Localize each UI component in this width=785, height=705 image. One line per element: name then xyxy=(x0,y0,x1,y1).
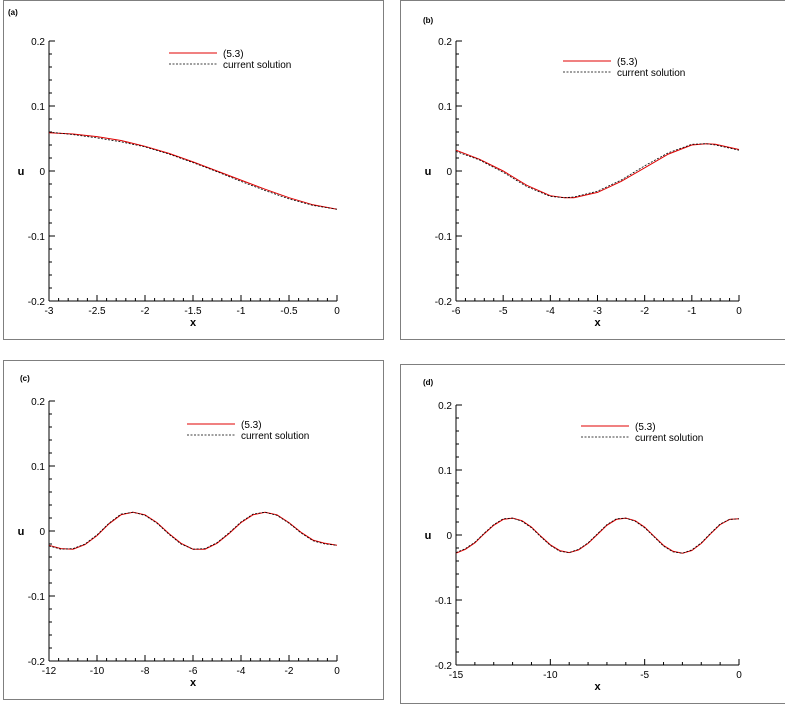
x-axis-title: x xyxy=(594,317,601,329)
series-line-reference xyxy=(48,132,338,210)
panel-label: (b) xyxy=(423,16,434,25)
x-tick-label: 0 xyxy=(736,306,742,317)
legend-label: current solution xyxy=(635,433,703,444)
x-tick-label: -4 xyxy=(237,666,246,677)
x-tick-label: -2 xyxy=(640,306,649,317)
y-tick-label: 0.2 xyxy=(31,397,45,408)
y-tick-label: 0 xyxy=(446,531,452,542)
x-tick-label: -15 xyxy=(449,670,464,681)
x-tick-label: -2 xyxy=(141,306,150,317)
chart-svg: (b) -0.2 -0.1 0 0.1 0.2 -6 -5 -4 -3 -2 -1 0 x u (5.3)cu… xyxy=(423,16,742,329)
y-tick-label: 0.2 xyxy=(31,37,45,48)
y-tick-label: -0.1 xyxy=(28,232,46,243)
legend-label: (5.3) xyxy=(241,420,262,431)
x-tick-label: -6 xyxy=(452,306,461,317)
y-tick-label: -0.2 xyxy=(435,661,453,672)
panel-d: (d) -0.2 -0.1 0 0.1 0.2 -15 -10 -5 0 x u (5.3) curren… xyxy=(400,364,785,704)
chart-svg: (c) -0.2 -0.1 0 0.1 0.2 -12 -10 -8 -6 -4 -2 0 x u (5.3)… xyxy=(18,374,341,689)
x-axis-title: x xyxy=(190,677,197,689)
x-tick-label: 0 xyxy=(736,670,742,681)
panel-label: (d) xyxy=(423,378,434,387)
x-tick-label: 0 xyxy=(334,666,340,677)
y-tick-label: 0.1 xyxy=(438,102,452,113)
x-tick-label: -12 xyxy=(42,666,57,677)
y-tick-label: 0.2 xyxy=(438,401,452,412)
x-axis-title: x xyxy=(190,317,197,329)
series-line-reference xyxy=(48,511,338,550)
y-tick-label: 0 xyxy=(39,167,45,178)
x-tick-label: -2 xyxy=(285,666,294,677)
chart-svg: (d) -0.2 -0.1 0 0.1 0.2 -15 -10 -5 0 x u (5.3)curren… xyxy=(423,378,742,693)
y-tick-label: -0.1 xyxy=(435,596,453,607)
y-tick-label: 0.2 xyxy=(438,37,452,48)
legend-label: (5.3) xyxy=(635,422,656,433)
y-axis-title: u xyxy=(425,530,432,542)
x-tick-label: -5 xyxy=(499,306,508,317)
y-tick-label: 0 xyxy=(39,527,45,538)
y-axis-title: u xyxy=(18,526,25,538)
x-tick-label: 0 xyxy=(334,306,340,317)
x-axis-title: x xyxy=(594,681,601,693)
chart-svg: (a) -0.2 -0.1 0 0.1 0.2 -3 -2.5 -2 -1.5 -1 -0.5 0 x u (… xyxy=(8,8,340,329)
y-tick-label: -0.2 xyxy=(28,657,46,668)
series-line-reference xyxy=(455,517,740,554)
y-tick-label: -0.1 xyxy=(435,232,453,243)
legend-label: (5.3) xyxy=(223,49,244,60)
series-line-current-solution xyxy=(48,131,338,210)
y-axis-title: u xyxy=(425,166,432,178)
x-tick-label: -6 xyxy=(189,666,198,677)
x-tick-label: -1 xyxy=(237,306,246,317)
series-line-current-solution xyxy=(455,143,740,199)
legend-label: (5.3) xyxy=(617,57,638,68)
panel-label: (c) xyxy=(20,374,30,383)
x-tick-label: -0.5 xyxy=(280,306,298,317)
x-tick-label: -3 xyxy=(593,306,602,317)
x-tick-label: -2.5 xyxy=(88,306,106,317)
y-tick-label: -0.2 xyxy=(28,297,46,308)
x-tick-label: -8 xyxy=(141,666,150,677)
y-tick-label: 0.1 xyxy=(31,462,45,473)
series-line-current-solution xyxy=(48,511,338,550)
y-tick-label: 0 xyxy=(446,167,452,178)
series-line-current-solution xyxy=(455,517,740,554)
x-tick-label: -5 xyxy=(640,670,649,681)
y-tick-label: -0.2 xyxy=(435,297,453,308)
y-tick-label: 0.1 xyxy=(31,102,45,113)
y-tick-label: 0.1 xyxy=(438,466,452,477)
x-tick-label: -3 xyxy=(45,306,54,317)
x-tick-label: -1 xyxy=(687,306,696,317)
legend-label: current solution xyxy=(223,60,291,71)
x-tick-label: -4 xyxy=(546,306,555,317)
y-axis-title: u xyxy=(18,166,25,178)
y-tick-label: -0.1 xyxy=(28,592,46,603)
legend-label: current solution xyxy=(617,68,685,79)
x-tick-label: -1.5 xyxy=(184,306,202,317)
panel-b: (b) -0.2 -0.1 0 0.1 0.2 -6 -5 -4 -3 -2 -1 0 x u (5.3) cu… xyxy=(400,0,785,340)
series-line-reference xyxy=(455,143,740,199)
panel-a: (a) -0.2 -0.1 0 0.1 0.2 -3 -2.5 -2 -1.5 -1 -0.5 0 x u (… xyxy=(3,0,384,340)
legend-label: current solution xyxy=(241,431,309,442)
panel-c: (c) -0.2 -0.1 0 0.1 0.2 -12 -10 -8 -6 -4 -2 0 x u (5.3)… xyxy=(3,360,384,700)
panel-label: (a) xyxy=(8,8,18,17)
x-tick-label: -10 xyxy=(543,670,558,681)
x-tick-label: -10 xyxy=(90,666,105,677)
